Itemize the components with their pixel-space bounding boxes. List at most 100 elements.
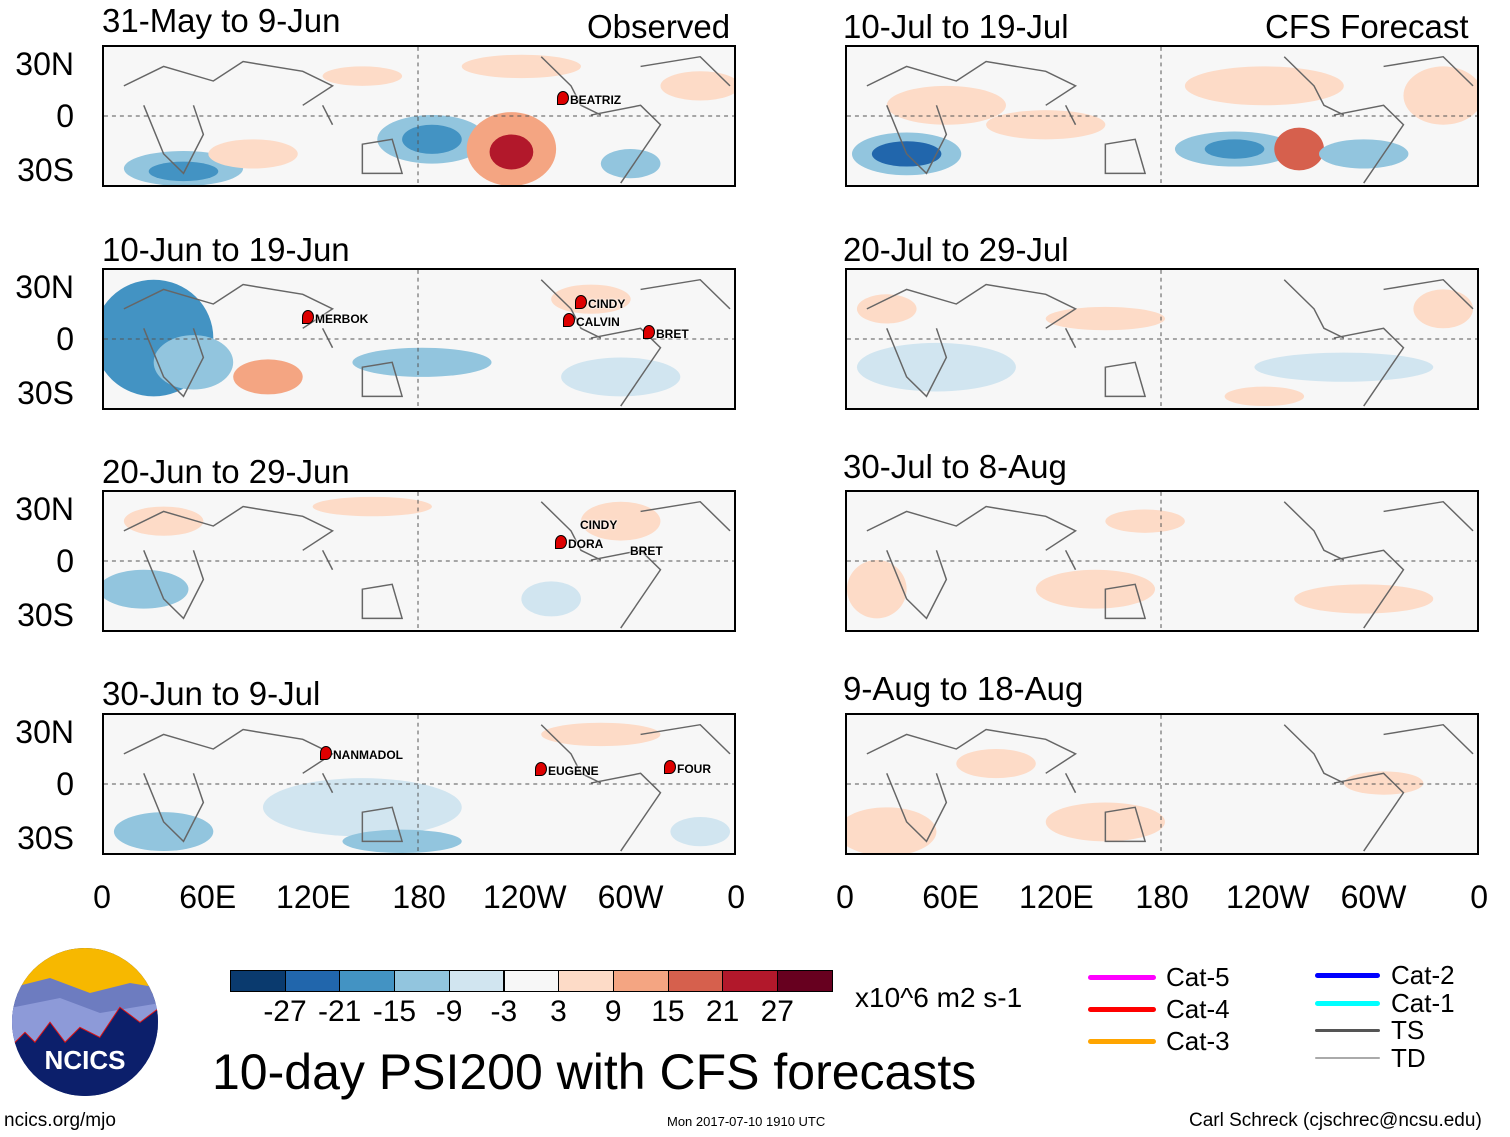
lat-label: 30S [17,375,74,411]
lon-label: 0 [836,879,854,915]
lat-label: 30N [15,46,74,82]
legend-line [1315,1057,1380,1059]
legend-line [1315,1001,1380,1006]
legend-label: Cat-5 [1166,962,1230,992]
coastlines [123,500,731,629]
hurricane-icon [535,762,547,776]
lon-label: 120W [483,879,567,915]
legend-label: TS [1391,1015,1425,1045]
lon-label: 60E [922,879,980,915]
colorbar-label: 9 [604,995,622,1028]
map-panel [102,713,736,855]
coastlines [123,55,731,184]
anomaly-contour [551,284,631,314]
svg-text:NCICS: NCICS [45,1045,126,1075]
panel-title: 9-Aug to 18-Aug [843,670,1084,707]
hurricane-icon [563,313,575,327]
anomaly-contour [580,501,661,541]
colorbar-swatch [612,970,669,992]
colorbar-swatch [667,970,724,992]
anomaly-contour [660,71,734,101]
storm-marker: CALVIN [563,313,620,329]
colorbar-swatch [777,970,833,992]
coastlines [866,55,1474,184]
anomaly-contour [847,807,937,853]
colorbar-label: -15 [372,995,417,1028]
lat-label: 30N [15,491,74,527]
lon-label: 120E [276,879,351,915]
storm-marker: MERBOK [302,310,368,326]
anomaly-contour [600,149,661,179]
figure-title: 10-day PSI200 with CFS forecasts [212,1044,977,1100]
colorbar-swatch [230,970,286,992]
legend-line [1088,1007,1156,1012]
coastlines [123,723,731,852]
anomaly-contour [847,560,907,619]
lat-label: 30S [17,820,74,856]
coastlines [866,500,1474,629]
colorbar-label: -9 [435,995,463,1028]
anomaly-contour [886,85,1006,125]
lon-label: 120W [1226,879,1310,915]
colorbar-units: x10^6 m2 s-1 [855,982,1023,1013]
colorbar-label: -27 [263,995,307,1028]
hurricane-icon [320,746,332,760]
colorbar-swatch [558,970,614,992]
anomaly-contour [113,812,214,852]
storm-name: MERBOK [315,312,369,326]
lat-label: 0 [56,543,74,579]
anomaly-contour [670,817,731,847]
coastlines [866,278,1474,407]
storm-name: EUGENE [548,764,599,778]
colorbar-label: -21 [318,995,362,1028]
anomaly-contour [153,335,234,390]
author-credit: Carl Schreck (cjschrec@ncsu.edu) [1189,1110,1482,1131]
anomaly-contour [1184,66,1344,106]
anomaly-contour [1035,569,1156,609]
storm-marker: CINDY [580,518,617,532]
colorbar-label: 21 [705,995,740,1028]
lon-label: 60W [1340,879,1407,915]
lon-label: 180 [392,879,446,915]
coastlines [123,278,731,407]
anomaly-contour [541,722,661,747]
legend-line [1315,1029,1380,1032]
anomaly-contour [262,778,462,837]
lon-label: 60E [179,879,237,915]
storm-name: DORA [568,537,604,551]
ncics-link[interactable]: ncics.org/mjo [4,1110,116,1131]
panel-title: 10-Jun to 19-Jun [102,231,350,268]
anomaly-contour [956,749,1036,779]
storm-marker: CINDY [575,295,625,311]
storm-name: CINDY [580,518,618,532]
anomaly-contour [856,294,917,324]
anomaly-contour [1343,771,1424,795]
lat-label: 30S [17,597,74,633]
storm-name: FOUR [677,762,711,776]
legend-line [1088,1039,1156,1044]
lon-label: 180 [1135,879,1189,915]
storm-name: NANMADOL [333,748,403,762]
panel-title: 31-May to 9-Jun [102,2,341,39]
forecast-header: CFS Forecast [1265,8,1469,45]
colorbar-swatch [339,970,396,992]
hurricane-icon [557,91,569,105]
coastlines [866,723,1474,852]
anomaly-contour [1294,584,1434,614]
legend-label: Cat-3 [1166,1026,1230,1056]
anomaly-contour [489,134,534,170]
anomaly-contour [1045,306,1165,331]
lon-label: 0 [727,879,746,915]
storm-marker: FOUR [664,760,711,776]
colorbar-swatch [448,970,505,992]
storm-name: CINDY [588,297,626,311]
anomaly-contour [233,359,303,395]
anomaly-contour [986,110,1106,140]
lon-label: 0 [93,879,111,915]
anomaly-contour [561,357,681,397]
colorbar-swatch [503,970,560,992]
lat-label: 30N [15,714,74,750]
lon-label: 120E [1019,879,1094,915]
timestamp: Mon 2017-07-10 1910 UTC [667,1114,826,1129]
